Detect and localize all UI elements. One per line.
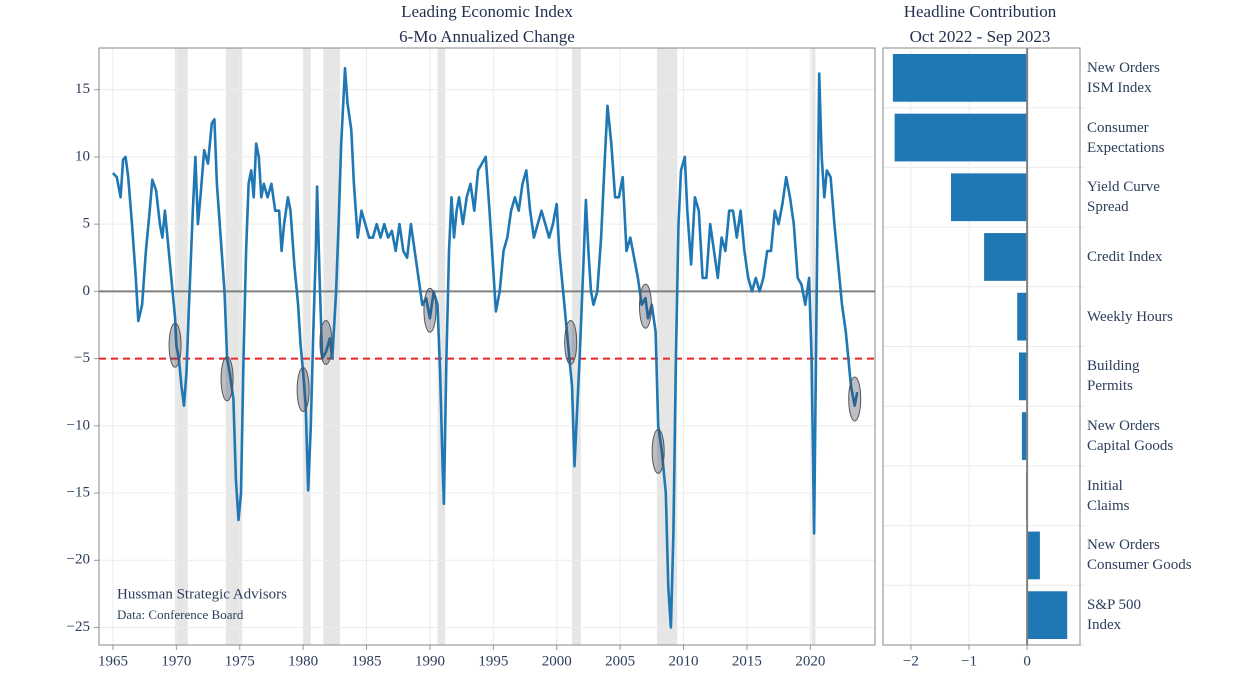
y-tick-label: 10: [75, 148, 90, 164]
y-tick-label: −15: [67, 484, 90, 500]
highlight: [423, 287, 437, 333]
y-tick-label: Consumer Expectations: [1087, 119, 1165, 156]
x-tick-label: 1975: [225, 653, 255, 669]
y-tick-label: Weekly Hours: [1087, 308, 1173, 325]
chart-title: Leading Economic Index: [401, 2, 573, 21]
bar: [892, 53, 1028, 102]
plot-frame: [882, 47, 1081, 646]
bar: [984, 233, 1028, 281]
chart-subtitle: Oct 2022 - Sep 2023: [910, 27, 1051, 46]
x-tick-label: 1995: [478, 653, 508, 669]
highlight: [168, 322, 182, 368]
highlight: [638, 283, 652, 329]
y-tick-label: New Orders Consumer Goods: [1087, 537, 1192, 574]
x-tick-label: 2020: [795, 653, 825, 669]
bar: [894, 113, 1028, 162]
bar: [1027, 591, 1068, 640]
annotation: Data: Conference Board: [117, 607, 244, 622]
highlight: [848, 376, 862, 422]
x-tick-label: −1: [961, 653, 977, 669]
y-tick-label: −20: [67, 552, 90, 568]
bar: [1018, 352, 1028, 401]
recession-band: [437, 48, 446, 645]
highlight: [220, 356, 234, 402]
highlight: [296, 367, 310, 413]
x-tick-label: 1980: [288, 653, 318, 669]
x-tick-label: 2005: [605, 653, 635, 669]
bar: [950, 173, 1028, 222]
x-tick-label: 1985: [352, 653, 382, 669]
y-tick-label: New Orders Capital Goods: [1087, 418, 1174, 455]
y-tick-label: S&P 500 Index: [1087, 597, 1142, 634]
x-tick-label: 2000: [542, 653, 572, 669]
x-tick-label: −2: [903, 653, 919, 669]
recession-band: [811, 48, 816, 645]
x-tick-label: 2015: [732, 653, 762, 669]
highlight: [564, 319, 578, 365]
y-tick-label: −5: [74, 350, 90, 366]
y-tick-label: −10: [67, 417, 90, 433]
y-tick-label: 15: [75, 81, 90, 97]
y-tick-label: 5: [83, 216, 91, 232]
bar: [1021, 412, 1028, 460]
x-tick-label: 1965: [98, 653, 128, 669]
recession-band: [303, 48, 311, 645]
x-tick-label: 1990: [415, 653, 445, 669]
y-tick-label: 0: [83, 283, 91, 299]
bar: [1017, 292, 1028, 341]
y-tick-label: New Orders ISM Index: [1087, 59, 1160, 96]
x-tick-label: 0: [1023, 653, 1031, 669]
y-tick-label: Building Permits: [1087, 358, 1140, 395]
x-tick-label: 2010: [669, 653, 699, 669]
y-tick-label: Yield Curve Spread: [1087, 179, 1160, 216]
y-tick-label: Credit Index: [1087, 248, 1163, 265]
bar: [1027, 531, 1040, 580]
y-tick-label: −25: [67, 619, 90, 635]
highlight: [651, 428, 665, 474]
x-tick-label: 1970: [161, 653, 191, 669]
plot-frame: [98, 47, 876, 646]
recession-band: [656, 48, 678, 645]
chart-title: Headline Contribution: [904, 2, 1057, 21]
data-line: [111, 66, 859, 629]
highlight: [319, 319, 333, 365]
chart-subtitle: 6-Mo Annualized Change: [399, 27, 575, 46]
y-tick-label: Initial Claims: [1087, 477, 1130, 514]
annotation: Hussman Strategic Advisors: [117, 586, 287, 602]
